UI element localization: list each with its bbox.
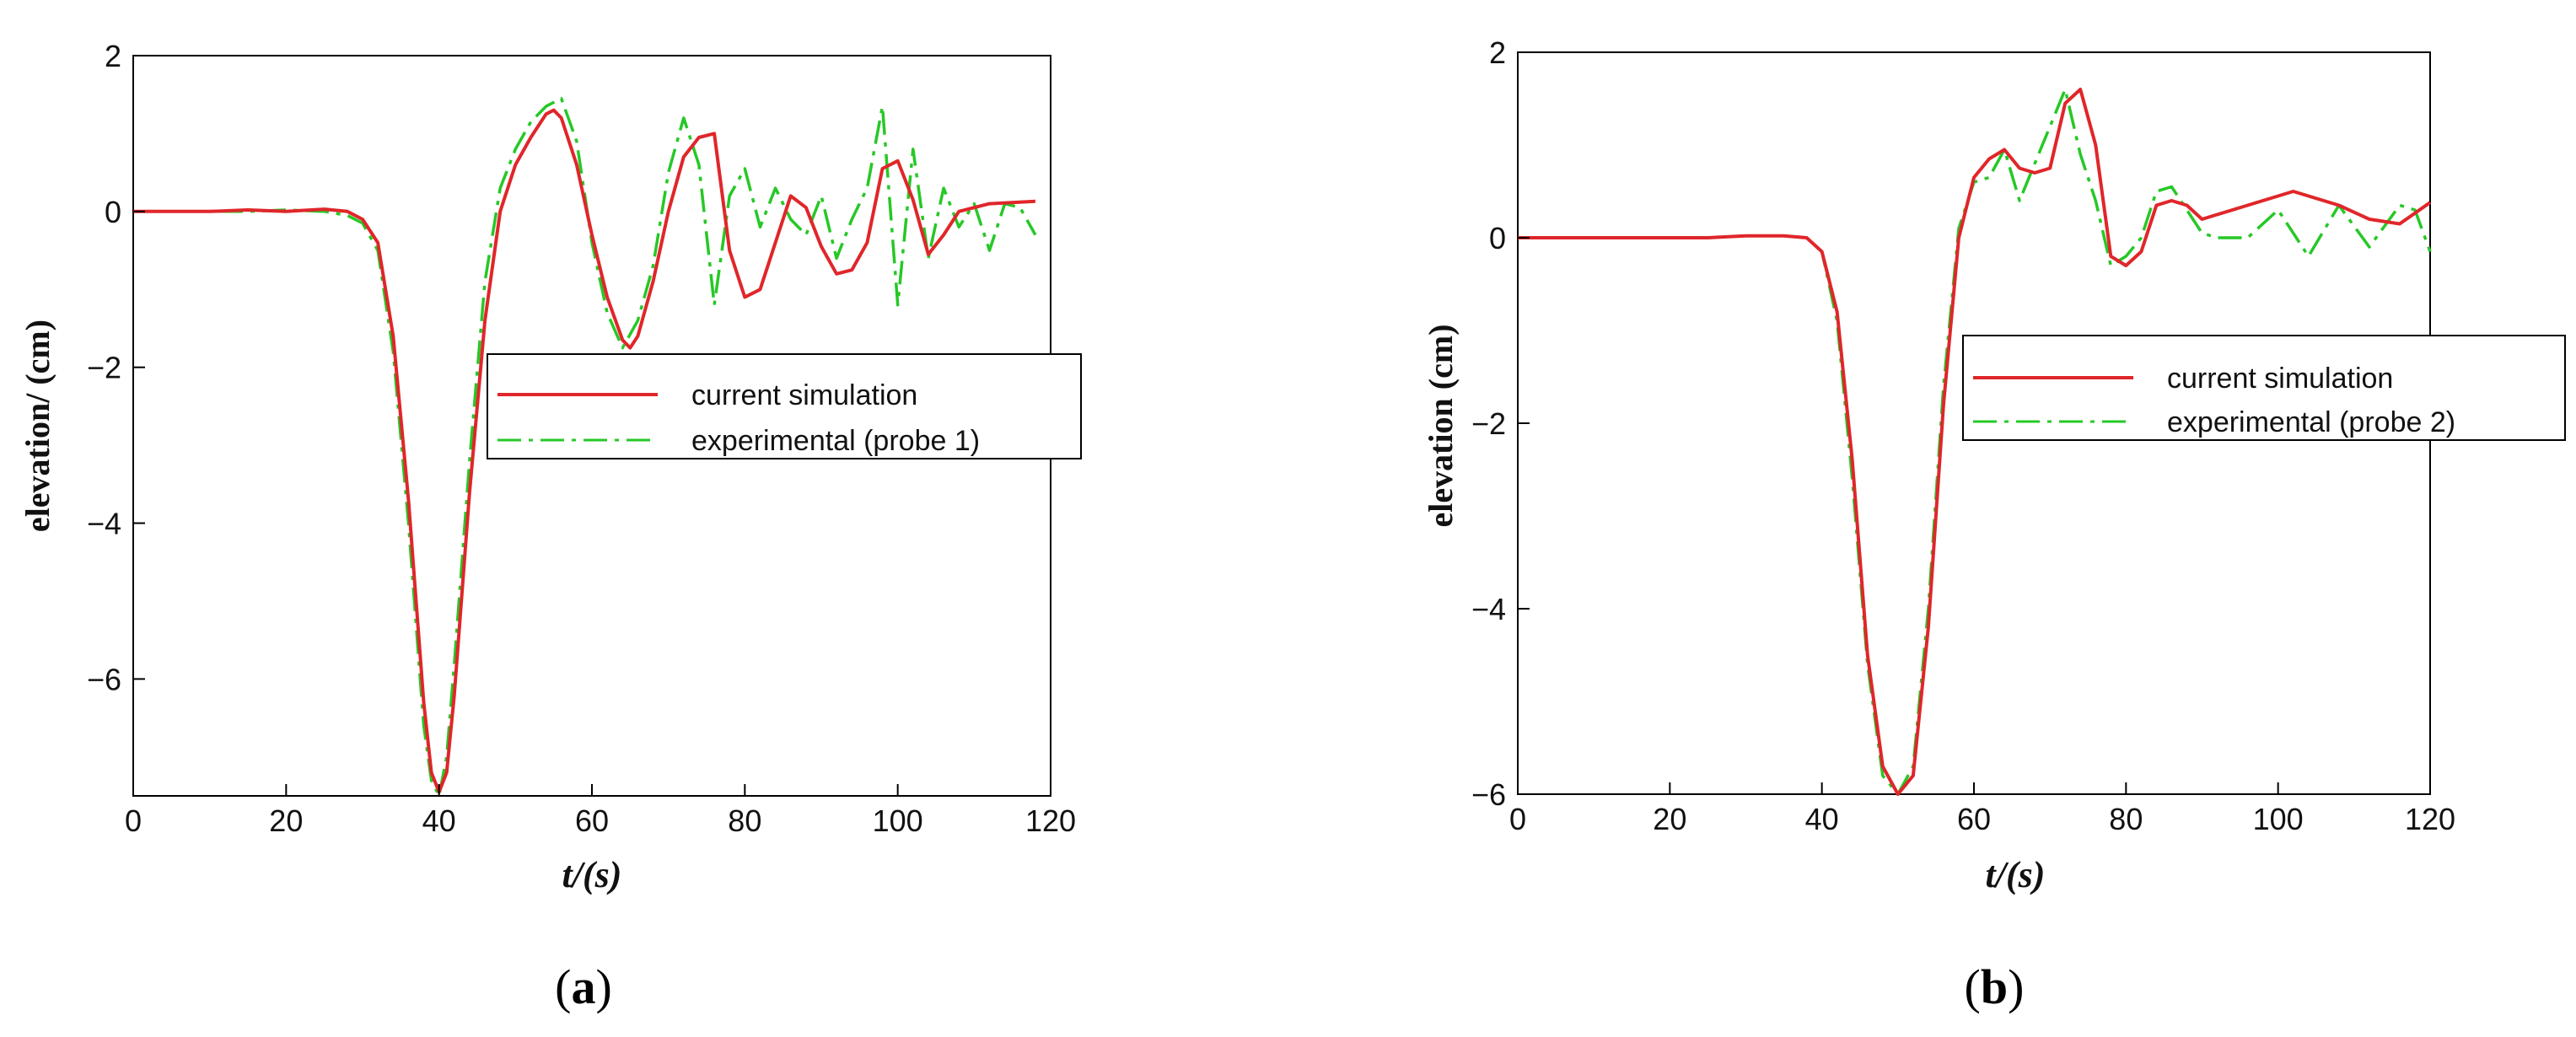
legend-a: current simulation experimental (probe 1… <box>487 353 1082 459</box>
x-tick-label-b: 100 <box>2253 802 2304 836</box>
legend-label-experimental-b: experimental (probe 2) <box>2167 406 2455 438</box>
x-tick-label-a: 0 <box>125 803 142 838</box>
series-line-experimental-b <box>1518 88 2432 796</box>
chart-marks-b <box>1518 88 2432 796</box>
panel-caption-a: (a) <box>555 959 612 1014</box>
legend-b: current simulation experimental (probe 2… <box>1962 335 2566 441</box>
panel-caption-b: (b) <box>1965 959 2025 1014</box>
chart-marks-a <box>133 97 1037 798</box>
x-tick-label-b: 60 <box>1957 802 1991 836</box>
x-axis-label-b: t/(s) <box>1986 854 2046 895</box>
x-tick-label-a: 40 <box>422 803 456 838</box>
y-tick-label-b: 2 <box>1489 35 1506 70</box>
x-ticks-b: 0 20 40 60 80 100 120 <box>1509 782 2455 836</box>
x-tick-label-a: 60 <box>575 803 609 838</box>
y-axis-label-b: elevation (cm) <box>1422 324 1460 527</box>
x-tick-label-a: 20 <box>269 803 303 838</box>
y-tick-label-a: −6 <box>87 662 121 696</box>
x-tick-label-a: 100 <box>873 803 923 838</box>
series-line-experimental-a <box>133 97 1037 798</box>
y-tick-label-b: −6 <box>1471 777 1506 812</box>
x-axis-label-a: t/(s) <box>562 854 622 895</box>
y-ticks-a: 2 0 −2 −4 −6 <box>87 39 145 696</box>
legend-label-simulation-b: current simulation <box>2167 363 2393 395</box>
legend-label-experimental-a: experimental (probe 1) <box>691 425 980 457</box>
legend-label-simulation-a: current simulation <box>691 379 917 411</box>
x-tick-label-a: 120 <box>1025 803 1076 838</box>
x-tick-label-b: 40 <box>1805 802 1839 836</box>
series-line-simulation-a <box>133 108 1036 794</box>
chart-panel-b: 0 20 40 60 80 100 120 20−2−4−6 t/(s) elevation… <box>1422 35 2566 1014</box>
y-tick-label-b: −4 <box>1471 592 1506 626</box>
y-tick-label-a: −2 <box>87 351 121 385</box>
legend-box-b <box>1962 335 2566 441</box>
x-tick-label-b: 20 <box>1653 802 1686 836</box>
x-tick-label-a: 80 <box>728 803 761 838</box>
y-tick-label-a: 2 <box>105 39 121 73</box>
y-tick-label-a: −4 <box>87 507 121 541</box>
x-tick-label-b: 120 <box>2405 802 2455 836</box>
y-tick-label-b: −2 <box>1471 406 1506 441</box>
x-tick-label-b: 0 <box>1509 802 1526 836</box>
y-ticks-b: 2 0 −2 −4 −6 <box>1471 35 1530 812</box>
chart-panel-a: 0 20 40 60 80 100 120 20−2−4−6 t/(s) elevation… <box>19 39 1082 1014</box>
y-tick-label-b: 0 <box>1489 221 1506 255</box>
y-axis-label-a: elevation/ (cm) <box>19 320 56 532</box>
x-tick-label-b: 80 <box>2109 802 2143 836</box>
y-tick-label-a: 0 <box>105 195 121 229</box>
x-ticks-a: 0 20 40 60 80 100 120 <box>125 784 1076 838</box>
series-line-simulation-b <box>1518 88 2432 796</box>
